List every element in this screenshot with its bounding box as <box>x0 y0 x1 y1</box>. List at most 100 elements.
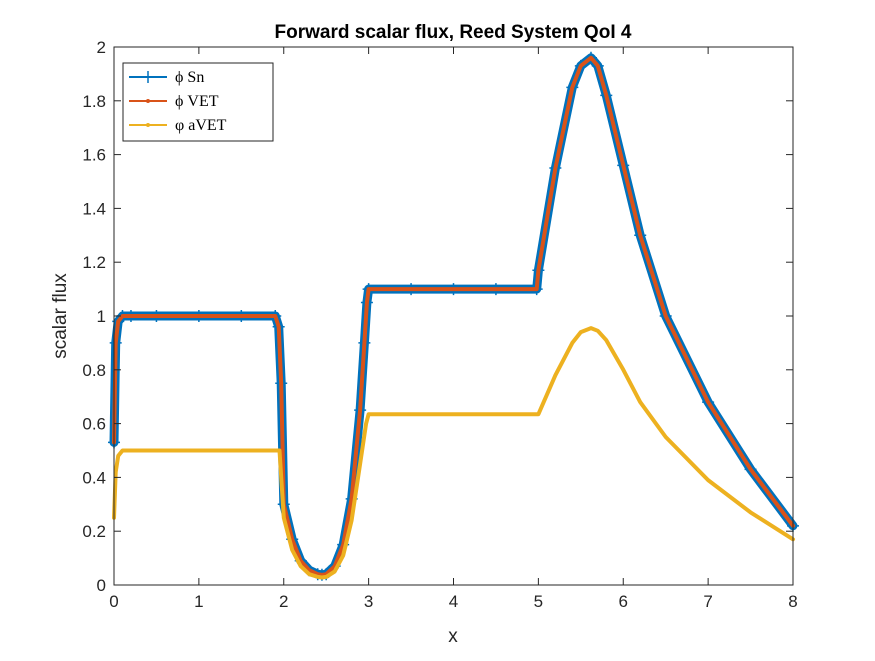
x-axis-label: x <box>448 626 458 647</box>
y-tick-label: 0.2 <box>82 522 106 541</box>
data-point <box>638 400 642 404</box>
data-point <box>367 412 371 416</box>
data-point <box>706 400 710 404</box>
data-point <box>553 373 557 377</box>
data-point <box>307 572 311 576</box>
series-layer <box>108 51 799 581</box>
series-line <box>112 326 795 580</box>
data-point <box>116 319 120 323</box>
data-point <box>299 564 303 568</box>
y-tick-label: 1.8 <box>82 92 106 111</box>
y-tick-label: 1 <box>97 307 106 326</box>
data-point <box>282 516 286 520</box>
data-point <box>239 314 243 318</box>
data-point <box>409 412 413 416</box>
legend-marker <box>142 71 154 83</box>
data-point <box>706 478 710 482</box>
data-point <box>279 381 283 385</box>
data-point <box>664 314 668 318</box>
chart-title: Forward scalar flux, Reed System QoI 4 <box>275 22 632 43</box>
data-point <box>535 287 539 291</box>
x-tick-label: 2 <box>279 592 288 611</box>
data-point <box>277 448 282 453</box>
x-tick-label: 1 <box>194 592 203 611</box>
legend-label: φ aVET <box>175 117 227 134</box>
data-point <box>596 329 600 333</box>
data-point <box>290 548 294 552</box>
data-point <box>638 233 642 237</box>
data-point <box>570 341 574 345</box>
legend-label: ϕ Sn <box>175 69 204 86</box>
data-point <box>154 448 159 453</box>
data-point <box>451 287 456 291</box>
legend: ϕ Sn ϕ VET φ aVET <box>122 62 274 142</box>
data-point <box>664 435 668 439</box>
x-tick-label: 8 <box>788 592 797 611</box>
data-point <box>365 300 369 305</box>
data-point <box>364 422 368 426</box>
axes-layer: 0 1 2 3 4 5 6 7 8 0 0.2 0.4 0.6 0.8 1 1.2 1.4 1.6 1.8 2 <box>82 38 797 611</box>
data-point <box>350 497 354 501</box>
y-axis-label: scalar flux <box>50 273 71 359</box>
data-point <box>116 454 120 458</box>
x-tick-label: 3 <box>364 592 373 611</box>
series-1 <box>112 55 795 577</box>
data-point <box>273 314 277 318</box>
y-tick-label: 1.4 <box>82 199 106 218</box>
data-point <box>596 64 600 68</box>
y-tick-label: 0 <box>97 576 106 595</box>
data-point <box>341 553 345 558</box>
data-point <box>316 575 320 579</box>
data-point <box>589 326 593 330</box>
data-point <box>120 314 125 318</box>
data-point <box>350 518 354 523</box>
data-point <box>239 448 243 453</box>
legend-entry-0: ϕ Sn <box>129 69 204 86</box>
data-point <box>324 575 328 579</box>
x-tick-label: 0 <box>109 592 118 611</box>
y-tick-label: 0.8 <box>82 361 106 380</box>
x-tick-label: 6 <box>619 592 628 611</box>
data-point <box>604 338 608 342</box>
legend-entry-1: ϕ VET <box>129 93 219 110</box>
series-line <box>112 55 795 577</box>
legend-entry-2: φ aVET <box>129 117 227 134</box>
data-point <box>320 575 324 580</box>
data-point <box>589 56 593 60</box>
data-point <box>114 341 118 345</box>
legend-label: ϕ VET <box>175 93 219 110</box>
data-point <box>451 412 456 416</box>
legend-marker <box>146 123 150 127</box>
x-tick-label: 7 <box>703 592 712 611</box>
data-point <box>748 510 753 514</box>
y-tick-label: 1.6 <box>82 146 106 165</box>
data-point <box>154 314 159 318</box>
data-point <box>579 330 583 334</box>
data-point <box>129 448 133 453</box>
data-point <box>362 341 366 345</box>
legend-marker <box>146 99 150 103</box>
data-point <box>197 314 201 318</box>
data-point <box>114 470 118 474</box>
data-point <box>604 93 608 98</box>
data-point <box>621 368 625 372</box>
data-point <box>536 268 540 272</box>
data-point <box>129 314 133 318</box>
data-point <box>494 412 498 416</box>
data-point <box>333 569 337 574</box>
data-point <box>358 462 362 466</box>
data-point <box>748 467 753 471</box>
data-point <box>621 163 625 167</box>
data-point <box>358 408 362 412</box>
data-point <box>536 412 540 416</box>
y-tick-label: 2 <box>97 38 106 57</box>
data-point <box>367 287 371 291</box>
x-tick-label: 4 <box>449 592 458 611</box>
series-2 <box>112 326 795 580</box>
data-point <box>579 64 583 68</box>
x-tick-label: 5 <box>534 592 543 611</box>
data-point <box>197 448 201 453</box>
y-tick-label: 0.6 <box>82 415 106 434</box>
